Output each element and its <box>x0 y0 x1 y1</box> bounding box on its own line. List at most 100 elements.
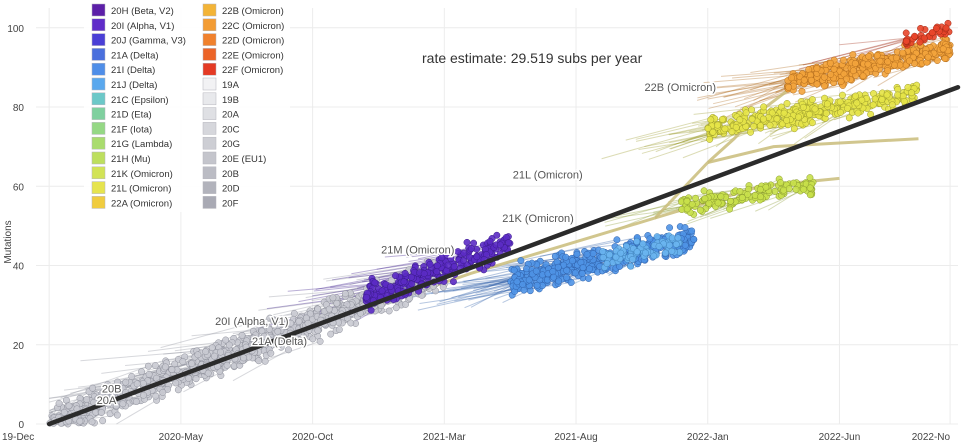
point-delta-blue <box>533 281 541 289</box>
point-early-grey <box>208 344 216 352</box>
point-21K-lime <box>777 179 784 187</box>
point-alpha-purple <box>420 270 428 278</box>
point-alpha-purple <box>460 249 468 257</box>
data-points <box>46 19 954 428</box>
legend-right-swatch-8 <box>202 122 217 135</box>
point-21K-lime <box>717 193 725 200</box>
point-early-grey <box>306 310 314 318</box>
legend-right-label-10: 20E (EU1) <box>222 154 266 165</box>
point-delta-blue <box>563 274 570 281</box>
point-early-grey <box>280 320 288 328</box>
point-22-orange <box>939 45 947 53</box>
point-22F-red <box>917 24 924 32</box>
point-alpha-purple <box>449 278 457 286</box>
x-tick-label-1: 2020-May <box>159 432 203 443</box>
point-early-grey <box>161 363 169 371</box>
branch-22-orange <box>687 79 800 91</box>
point-early-grey <box>113 411 121 419</box>
point-early-grey <box>325 305 333 313</box>
legend-left-swatch-3 <box>91 48 106 61</box>
point-early-grey <box>132 398 140 406</box>
point-delta-blue <box>523 265 531 273</box>
y-tick-label-100: 100 <box>7 24 24 35</box>
point-alpha-purple <box>426 260 434 268</box>
point-alpha-purple <box>463 238 471 246</box>
point-alpha-purple <box>454 248 462 256</box>
legend-left-label-9: 21G (Lambda) <box>111 139 172 150</box>
point-early-grey <box>110 384 118 392</box>
clade-label-0: 22B (Omicron) <box>645 82 717 94</box>
branch-delta-blue <box>407 274 521 299</box>
point-21L-yellow <box>706 135 714 143</box>
point-21K-lime <box>688 200 696 208</box>
point-21L-yellow <box>894 91 902 99</box>
point-early-grey <box>152 392 160 400</box>
point-delta-blue <box>585 275 593 282</box>
point-early-grey <box>290 310 298 317</box>
point-21L-yellow <box>773 115 781 123</box>
branch-22-orange <box>697 80 802 90</box>
point-21L-yellow <box>806 111 814 118</box>
point-21L-yellow <box>757 122 765 130</box>
point-21L-yellow <box>760 115 767 123</box>
legend-right-swatch-10 <box>202 151 217 165</box>
legend-left-swatch-11 <box>91 166 106 180</box>
point-21L-yellow <box>766 121 774 129</box>
point-delta-blue <box>554 263 562 271</box>
point-22-orange <box>859 72 867 80</box>
branch-early-grey <box>60 365 149 399</box>
point-alpha-purple <box>401 269 409 277</box>
point-21L-yellow <box>783 100 791 107</box>
y-tick-label-0: 0 <box>18 420 24 431</box>
point-delta-blue <box>550 273 558 281</box>
point-early-grey <box>439 283 447 291</box>
point-alpha-purple <box>386 283 394 291</box>
point-early-grey <box>194 351 202 359</box>
point-21L-yellow <box>900 97 908 105</box>
point-delta-light <box>653 233 661 241</box>
point-22-orange <box>840 56 847 64</box>
branch-early-grey <box>323 262 439 280</box>
point-alpha-purple <box>505 239 513 247</box>
point-alpha-purple <box>438 254 446 262</box>
point-delta-blue <box>562 253 570 261</box>
legend-left-label-3: 21A (Delta) <box>111 50 159 61</box>
branch-early-grey <box>80 350 194 362</box>
point-delta-blue <box>532 267 540 275</box>
branch-early-grey <box>243 302 338 325</box>
point-early-grey <box>55 400 63 407</box>
point-alpha-purple <box>392 272 399 280</box>
legend-left-label-0: 20H (Beta, V2) <box>111 6 174 17</box>
x-tick-label-5: 2022-Jan <box>687 432 729 443</box>
legend-right-swatch-4 <box>202 62 217 76</box>
point-early-grey <box>172 379 180 387</box>
point-delta-blue <box>549 268 557 276</box>
y-tick-label-40: 40 <box>13 262 25 273</box>
point-delta-light <box>661 249 669 257</box>
clade-label-5: 21A (Delta) <box>252 336 307 348</box>
branch-early-grey <box>268 287 382 298</box>
point-early-grey <box>144 362 152 370</box>
point-delta-blue <box>525 276 533 284</box>
point-21L-yellow <box>836 98 844 106</box>
point-21K-lime <box>683 205 691 213</box>
point-early-grey <box>222 336 230 344</box>
point-early-grey <box>114 378 122 386</box>
branch-22-orange <box>839 38 946 62</box>
point-delta-blue <box>520 286 528 294</box>
point-alpha-purple <box>496 241 504 249</box>
point-21L-yellow <box>799 103 807 111</box>
legend-left-swatch-1 <box>91 18 106 32</box>
point-22F-red <box>902 37 910 45</box>
point-21L-yellow <box>736 116 744 124</box>
point-21L-yellow <box>871 95 879 103</box>
branch-delta-blue <box>419 289 515 304</box>
point-21L-yellow <box>843 104 851 112</box>
point-delta-light <box>639 240 647 248</box>
x-tick-label-6: 2022-Jun <box>819 432 861 443</box>
point-22-orange <box>827 59 834 67</box>
point-delta-blue <box>551 252 559 260</box>
x-tick-label-0: 19-Dec <box>2 432 34 443</box>
point-21L-yellow <box>780 109 788 117</box>
legend-left-label-12: 21L (Omicron) <box>111 184 171 195</box>
